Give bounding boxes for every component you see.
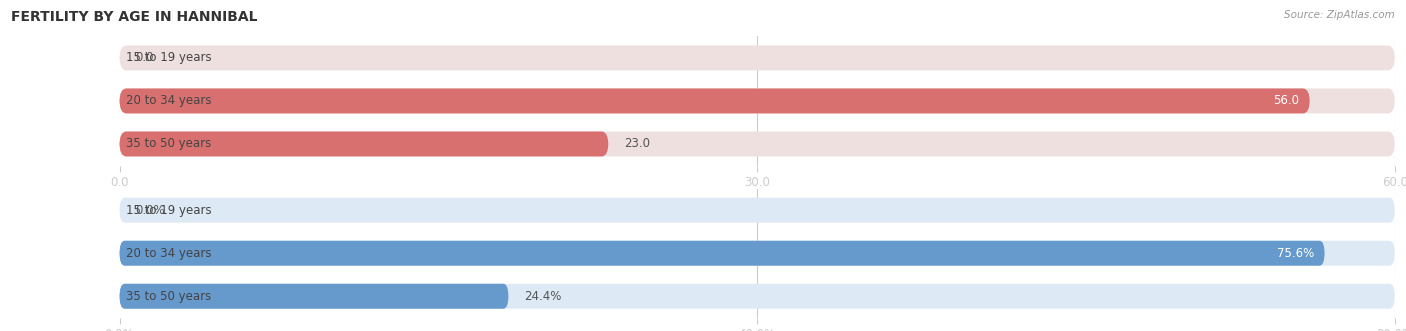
Text: 15 to 19 years: 15 to 19 years: [127, 51, 211, 65]
Text: 24.4%: 24.4%: [524, 290, 561, 303]
Text: 15 to 19 years: 15 to 19 years: [127, 204, 211, 217]
Text: 20 to 34 years: 20 to 34 years: [127, 247, 211, 260]
Text: 20 to 34 years: 20 to 34 years: [127, 94, 211, 108]
FancyBboxPatch shape: [120, 131, 1395, 157]
FancyBboxPatch shape: [120, 131, 609, 157]
Text: Source: ZipAtlas.com: Source: ZipAtlas.com: [1284, 10, 1395, 20]
Text: FERTILITY BY AGE IN HANNIBAL: FERTILITY BY AGE IN HANNIBAL: [11, 10, 257, 24]
Text: 23.0: 23.0: [624, 137, 650, 151]
FancyBboxPatch shape: [120, 45, 1395, 71]
FancyBboxPatch shape: [120, 241, 1324, 266]
Text: 0.0: 0.0: [135, 51, 153, 65]
FancyBboxPatch shape: [120, 88, 1395, 114]
FancyBboxPatch shape: [120, 88, 1310, 114]
Text: 35 to 50 years: 35 to 50 years: [127, 137, 211, 151]
FancyBboxPatch shape: [120, 284, 509, 309]
Text: 56.0: 56.0: [1274, 94, 1299, 108]
FancyBboxPatch shape: [120, 198, 1395, 223]
Text: 75.6%: 75.6%: [1277, 247, 1315, 260]
Text: 35 to 50 years: 35 to 50 years: [127, 290, 211, 303]
FancyBboxPatch shape: [120, 241, 1395, 266]
Text: 0.0%: 0.0%: [135, 204, 165, 217]
FancyBboxPatch shape: [120, 284, 1395, 309]
